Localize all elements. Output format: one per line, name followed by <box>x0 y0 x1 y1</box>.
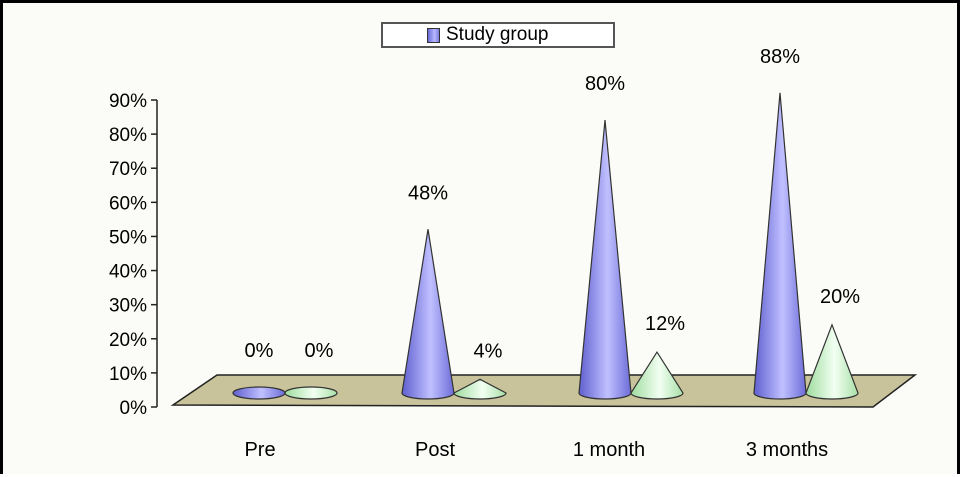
cone-series-2 <box>284 386 338 400</box>
chart-floor <box>170 374 918 408</box>
y-tick-label: 90% <box>109 91 147 112</box>
cone-chart: 0% 10% 20% 30% 40% 50% 60% 70% 80% 90% Pre Post 1 m… <box>109 46 918 461</box>
cone-series-2 <box>805 323 859 400</box>
data-label: 12% <box>645 313 685 335</box>
y-tick-label: 30% <box>109 296 147 317</box>
cone-series-2 <box>630 350 684 400</box>
x-tick-label: Post <box>415 439 455 461</box>
data-label: 80% <box>585 73 625 95</box>
legend: Study group <box>381 22 615 48</box>
legend-swatch <box>427 27 440 43</box>
y-tick-label: 40% <box>109 262 147 283</box>
y-tick-label: 20% <box>109 330 147 351</box>
data-label: 20% <box>820 286 860 308</box>
cone-study-group <box>578 120 632 400</box>
data-label: 0% <box>305 340 334 362</box>
y-tick-label: 0% <box>120 398 148 419</box>
data-label: 0% <box>245 340 274 362</box>
x-tick-label: 1 month <box>573 439 645 461</box>
data-label: 4% <box>474 340 503 362</box>
legend-label: Study group <box>446 24 549 45</box>
y-tick-label: 80% <box>109 125 147 146</box>
y-tick-label: 70% <box>109 159 147 180</box>
cone-study-group <box>753 92 807 400</box>
y-tick-label: 60% <box>109 193 147 214</box>
data-label: 88% <box>760 46 800 68</box>
x-tick-label: 3 months <box>746 439 828 461</box>
cone-study-group <box>232 386 286 400</box>
cone-series-2 <box>453 378 507 400</box>
y-tick-label: 50% <box>109 227 147 248</box>
y-tick-label: 10% <box>109 364 147 385</box>
x-tick-label: Pre <box>244 439 275 461</box>
cone-study-group <box>401 229 455 400</box>
data-label: 48% <box>408 182 448 204</box>
